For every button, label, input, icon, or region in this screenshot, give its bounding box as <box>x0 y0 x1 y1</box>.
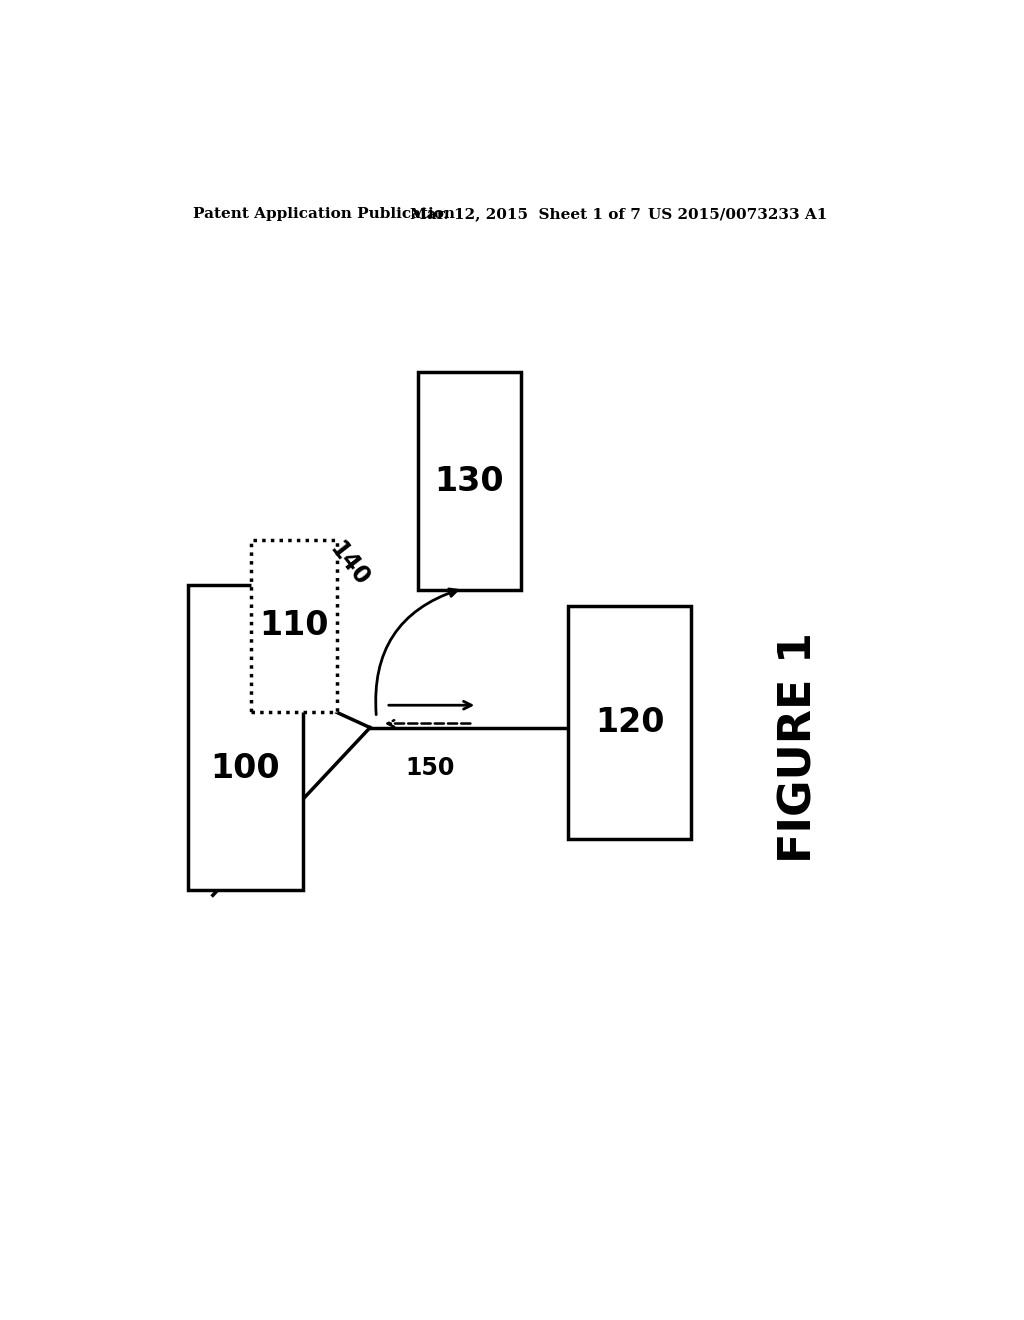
Text: US 2015/0073233 A1: US 2015/0073233 A1 <box>648 207 827 222</box>
Text: 150: 150 <box>404 756 455 780</box>
Text: FIGURE 1: FIGURE 1 <box>777 632 820 863</box>
Text: 130: 130 <box>434 465 504 498</box>
Text: 120: 120 <box>595 706 665 739</box>
Bar <box>568 606 691 840</box>
Bar <box>418 372 521 590</box>
Text: 110: 110 <box>259 610 329 643</box>
Text: Mar. 12, 2015  Sheet 1 of 7: Mar. 12, 2015 Sheet 1 of 7 <box>410 207 641 222</box>
Text: 140: 140 <box>325 537 374 591</box>
Text: 100: 100 <box>210 752 280 784</box>
Bar <box>187 585 303 890</box>
Bar <box>251 540 337 713</box>
FancyArrowPatch shape <box>376 589 458 714</box>
Text: Patent Application Publication: Patent Application Publication <box>194 207 455 222</box>
